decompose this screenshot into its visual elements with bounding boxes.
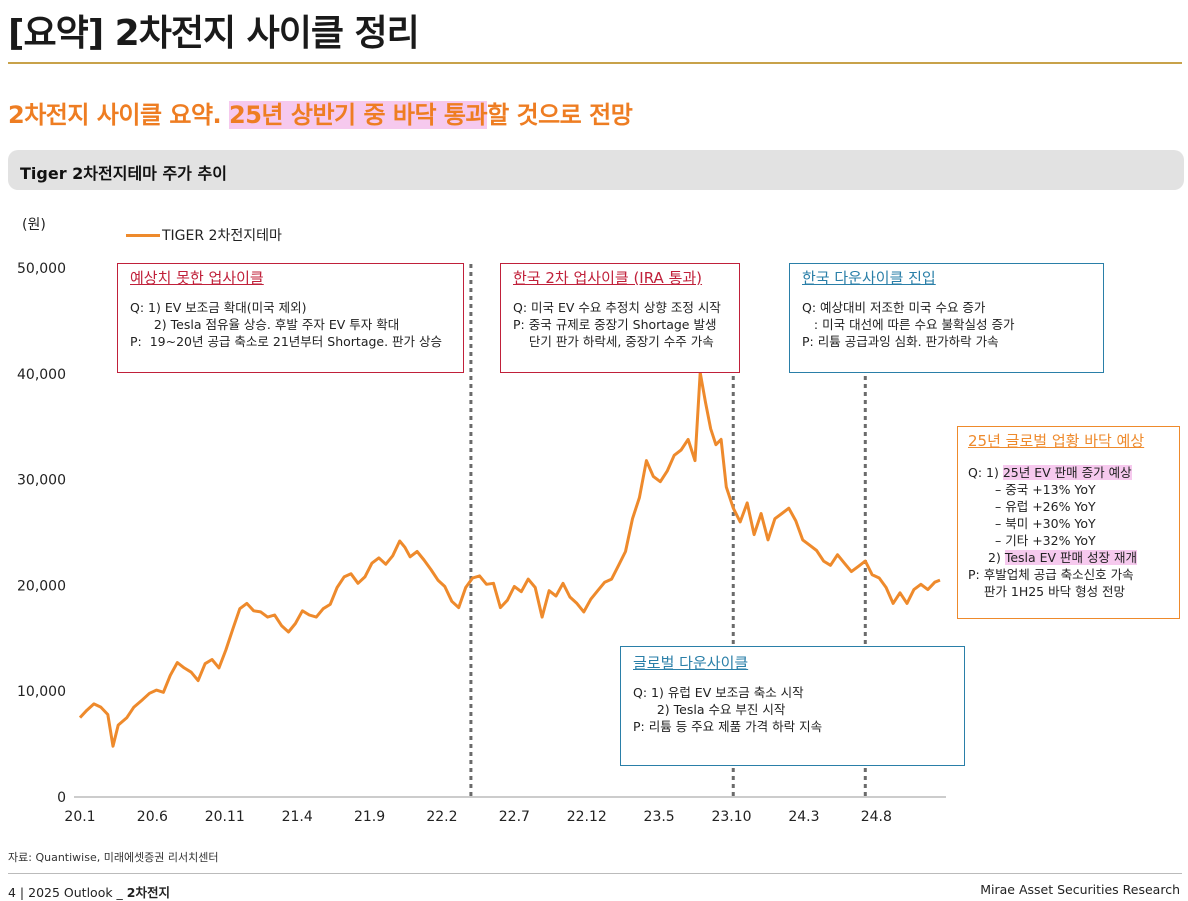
box-line: P: 리튬 공급과잉 심화. 판가하락 가속 (802, 334, 999, 349)
x-tick-label: 24.3 (788, 809, 819, 825)
box-line: Q: 미국 EV 수요 추정치 상향 조정 시작 (513, 300, 721, 315)
box-title: 한국 2차 업사이클 (IRA 통과) (513, 269, 703, 287)
box-line: Q: 1) 25년 EV 판매 증가 예상 (968, 464, 1169, 481)
box-line: – 유럽 +26% YoY (995, 499, 1096, 514)
x-tick-label: 22.2 (426, 809, 457, 825)
x-tick-label: 20.11 (205, 809, 245, 825)
box-title: 한국 다운사이클 진입 (802, 269, 936, 287)
x-tick-label: 21.9 (354, 809, 385, 825)
annotation-box-unexpected-upcycle: 예상치 못한 업사이클 Q: 1) EV 보조금 확대(미국 제외) 2) Te… (117, 263, 464, 373)
page-title: [요약] 2차전지 사이클 정리 (8, 13, 420, 54)
subtitle-text-end: 할 것으로 전망 (487, 101, 633, 129)
box-line: – 기타 +32% YoY (995, 533, 1096, 548)
report-topic: 2차전지 (126, 885, 170, 900)
y-tick-label: 0 (57, 790, 66, 806)
x-tick-label: 23.10 (711, 809, 751, 825)
section-title: Tiger 2차전지테마 주가 추이 (20, 164, 227, 183)
source-note: 자료: Quantiwise, 미래에셋증권 리서치센터 (8, 851, 219, 864)
x-tick-label: 20.6 (137, 809, 168, 825)
box-line: 판가 1H25 바닥 형성 전망 (968, 584, 1126, 599)
footer-brand: Mirae Asset Securities Research (980, 882, 1180, 897)
footer-separator: | (15, 885, 29, 900)
annotation-box-global-downcycle: 글로벌 다운사이클 Q: 1) 유럽 EV 보조금 축소 시작 2) Tesla… (620, 646, 965, 766)
box-line: 2) Tesla 점유율 상승. 후발 주자 EV 투자 확대 (130, 317, 400, 332)
legend-label: TIGER 2차전지테마 (162, 228, 282, 244)
series-line-tiger-battery (78, 371, 941, 748)
box-line: P: 중국 규제로 중장기 Shortage 발생 (513, 317, 717, 332)
box-title: 예상치 못한 업사이클 (130, 269, 264, 287)
box-line: – 북미 +30% YoY (995, 516, 1096, 531)
box-line: 단기 판가 하락세, 중장기 수주 가속 (513, 334, 714, 349)
x-tick-label: 22.7 (499, 809, 530, 825)
y-tick-label: 30,000 (17, 473, 66, 489)
subtitle-highlight: 25년 상반기 중 바닥 통과 (229, 101, 488, 129)
footer-rule (8, 873, 1182, 874)
box-title: 글로벌 다운사이클 (633, 654, 749, 672)
annotation-box-2025-bottom: 25년 글로벌 업황 바닥 예상 Q: 1) 25년 EV 판매 증가 예상 –… (957, 426, 1180, 619)
report-name: 2025 Outlook _ (28, 885, 127, 900)
y-axis-unit: (원) (22, 217, 46, 233)
y-tick-label: 20,000 (17, 578, 66, 594)
y-tick-label: 10,000 (17, 684, 66, 700)
x-tick-label: 21.4 (282, 809, 313, 825)
box-line: Q: 예상대비 저조한 미국 수요 증가 (802, 300, 986, 315)
x-tick-label: 20.1 (64, 809, 95, 825)
q1-prefix: Q: 1) (968, 465, 1003, 480)
q1-highlight: 25년 EV 판매 증가 예상 (1002, 465, 1132, 480)
x-tick-label: 24.8 (861, 809, 892, 825)
box-line: Q: 1) EV 보조금 확대(미국 제외) (130, 300, 307, 315)
q2-highlight: Tesla EV 판매 성장 재개 (1004, 550, 1138, 565)
y-tick-label: 40,000 (17, 367, 66, 383)
box-line: – 중국 +13% YoY (995, 482, 1096, 497)
box-title: 25년 글로벌 업황 바닥 예상 (968, 432, 1145, 450)
x-axis: 20.1 20.6 20.11 21.4 21.9 22.2 22.7 22.12 23.5 23… (64, 809, 891, 825)
section-header: Tiger 2차전지테마 주가 추이 (8, 150, 1184, 190)
box-line: 2) Tesla 수요 부진 시작 (633, 702, 786, 717)
y-tick-label: 50,000 (17, 261, 66, 277)
legend-swatch (126, 233, 160, 237)
title-rule (8, 62, 1182, 64)
x-tick-label: 22.12 (567, 809, 607, 825)
annotation-box-korea-second-upcycle: 한국 2차 업사이클 (IRA 통과) Q: 미국 EV 수요 추정치 상향 조… (500, 263, 740, 373)
x-tick-label: 23.5 (644, 809, 675, 825)
chart-legend: TIGER 2차전지테마 (126, 225, 282, 245)
box-line: P: 19~20년 공급 축소로 21년부터 Shortage. 판가 상승 (130, 334, 443, 349)
box-line: : 미국 대선에 따른 수요 불확실성 증가 (802, 317, 1015, 332)
page-number: 4 (8, 885, 16, 900)
y-axis: 0 10,000 20,000 30,000 40,000 50,000 (17, 261, 946, 806)
box-line: P: 후발업체 공급 축소신호 가속 (968, 567, 1134, 582)
box-line: 2) Tesla EV 판매 성장 재개 (968, 549, 1169, 566)
annotation-box-korea-downcycle: 한국 다운사이클 진입 Q: 예상대비 저조한 미국 수요 증가 : 미국 대선… (789, 263, 1104, 373)
box-line: P: 리튬 등 주요 제품 가격 하락 지속 (633, 719, 823, 734)
subtitle-text: 2차전지 사이클 요약. (8, 101, 230, 129)
page-subtitle: 2차전지 사이클 요약. 25년 상반기 중 바닥 통과할 것으로 전망 (8, 95, 633, 130)
footer-left: 4 | 2025 Outlook _ 2차전지 (8, 882, 170, 901)
q2-prefix: 2) (988, 550, 1005, 565)
box-line: Q: 1) 유럽 EV 보조금 축소 시작 (633, 685, 804, 700)
